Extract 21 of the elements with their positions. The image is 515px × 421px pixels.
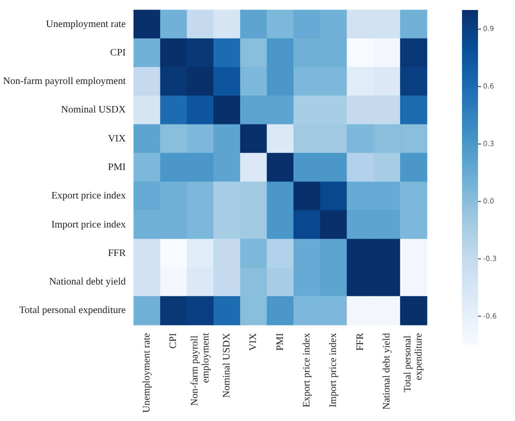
y-tick-label: Export price index [51,190,126,202]
y-tick-label: VIX [108,133,127,144]
x-tick-label: Non-farm payroll employment [189,332,212,406]
y-tick-label: Unemployment rate [46,18,126,30]
y-tick-label: Non-farm payroll employment [2,76,126,88]
x-tick-label: Export price index [302,333,313,408]
x-tick-label: FFR [354,332,366,351]
x-tick-label: VIX [248,332,260,351]
y-tick-label: FFR [108,248,126,259]
y-tick-label: Total personal expenditure [19,305,126,316]
x-tick-label: Nominal USDX [222,332,233,398]
y-tick-label: Import price index [51,219,126,230]
x-tick-label: CPI [168,333,180,349]
y-tick-label: PMI [108,162,126,173]
x-tick-label: Import price index [328,333,340,408]
x-tick-label: Total personal expenditure [402,332,425,392]
y-tick-label: Nominal USDX [61,104,127,116]
y-tick-label: CPI [110,47,126,58]
x-tick-label: National debt yield [382,333,393,410]
y-tick-label: National debt yield [49,276,126,288]
x-tick-label: PMI [274,333,286,351]
